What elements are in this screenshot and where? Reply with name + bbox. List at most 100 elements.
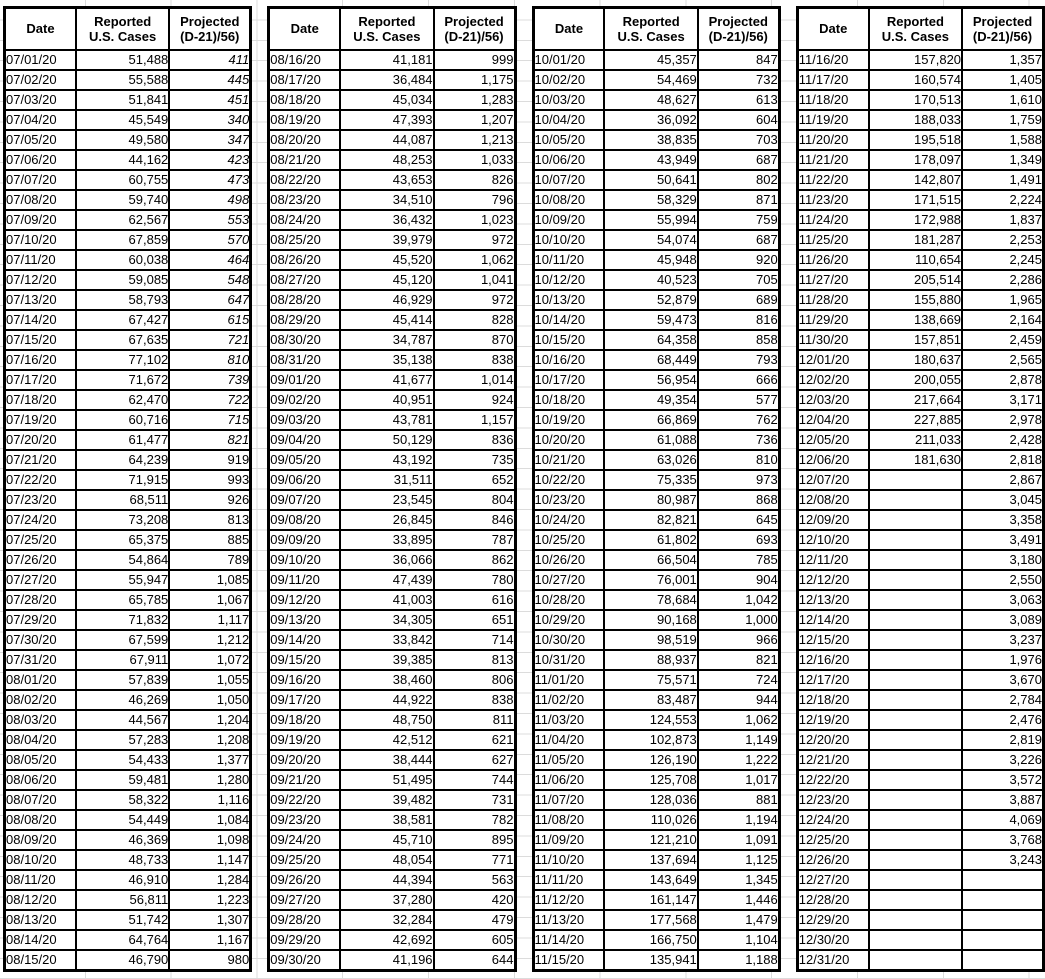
table-row: 09/15/20 39,385 813 — [267, 648, 517, 671]
date-cell: 12/09/20 — [796, 508, 870, 531]
reported-cases-cell: 51,841 — [74, 88, 171, 111]
reported-cases-cell: 54,433 — [74, 748, 171, 771]
projected-cell — [961, 868, 1045, 891]
table-row: 09/29/20 42,692 605 — [267, 928, 517, 951]
projected-cell: 3,045 — [961, 488, 1045, 511]
reported-cases-cell: 23,545 — [339, 488, 435, 511]
projected-cell: 613 — [696, 88, 781, 111]
date-cell: 10/22/20 — [531, 468, 606, 491]
date-cell: 08/17/20 — [267, 68, 342, 91]
table-row: 09/20/20 38,444 627 — [267, 748, 517, 771]
projected-cell: 789 — [168, 548, 252, 571]
date-cell: 10/06/20 — [531, 148, 606, 171]
reported-cases-cell: 34,305 — [339, 608, 435, 631]
projected-cell: 862 — [432, 548, 517, 571]
date-cell: 10/25/20 — [531, 528, 606, 551]
date-cell: 09/02/20 — [267, 388, 342, 411]
reported-cases-cell: 45,414 — [339, 308, 435, 331]
table-row: 11/24/20 172,988 1,837 — [796, 208, 1045, 231]
reported-cases-cell: 49,580 — [74, 128, 171, 151]
date-cell: 12/29/20 — [796, 908, 870, 931]
reported-cases-cell: 40,523 — [603, 268, 699, 291]
projected-cell: 3,491 — [961, 528, 1045, 551]
projected-cell — [961, 928, 1045, 951]
date-cell: 12/02/20 — [796, 368, 870, 391]
date-cell: 09/03/20 — [267, 408, 342, 431]
reported-cases-cell: 77,102 — [74, 348, 171, 371]
projected-cell: 926 — [168, 488, 252, 511]
reported-cases-cell: 46,790 — [74, 948, 171, 971]
date-cell: 12/21/20 — [796, 748, 870, 771]
projected-cell: 1,283 — [432, 88, 517, 111]
projected-cell: 806 — [432, 668, 517, 691]
reported-cases-cell: 75,571 — [603, 668, 699, 691]
projected-cell: 870 — [432, 328, 517, 351]
date-cell: 10/21/20 — [531, 448, 606, 471]
projected-cell: 652 — [432, 468, 517, 491]
reported-cases-cell: 46,910 — [74, 868, 171, 891]
column-header-projected: Projected (D-21)/56) — [961, 6, 1045, 51]
date-cell: 12/30/20 — [796, 928, 870, 951]
projected-cell: 705 — [696, 268, 781, 291]
date-cell: 11/14/20 — [531, 928, 606, 951]
table-row: 07/02/20 55,588 445 — [3, 68, 252, 91]
reported-cases-cell: 43,781 — [339, 408, 435, 431]
projected-cell: 3,358 — [961, 508, 1045, 531]
projected-cell: 347 — [168, 128, 252, 151]
projected-cell: 703 — [696, 128, 781, 151]
projected-cell: 1,204 — [168, 708, 252, 731]
column-header-reported-cases: Reported U.S. Cases — [74, 6, 171, 51]
date-cell: 07/30/20 — [3, 628, 77, 651]
table-row: 08/15/20 46,790 980 — [3, 948, 252, 971]
date-cell: 12/19/20 — [796, 708, 870, 731]
date-cell: 10/20/20 — [531, 428, 606, 451]
date-cell: 09/27/20 — [267, 888, 342, 911]
date-cell: 12/06/20 — [796, 448, 870, 471]
projected-cell: 1,149 — [696, 728, 781, 751]
date-cell: 08/15/20 — [3, 948, 77, 971]
projected-cell: 735 — [432, 448, 517, 471]
table-row: 07/07/20 60,755 473 — [3, 168, 252, 191]
reported-cases-cell: 128,036 — [603, 788, 699, 811]
reported-cases-cell — [867, 888, 964, 911]
reported-cases-cell: 39,979 — [339, 228, 435, 251]
reported-cases-cell: 75,335 — [603, 468, 699, 491]
table-row: 09/23/20 38,581 782 — [267, 808, 517, 831]
projected-cell: 1,023 — [432, 208, 517, 231]
reported-cases-cell: 48,750 — [339, 708, 435, 731]
table-row: 08/14/20 64,764 1,167 — [3, 928, 252, 951]
table-row: 10/08/20 58,329 871 — [531, 188, 781, 211]
table-row: 09/22/20 39,482 731 — [267, 788, 517, 811]
projected-cell: 780 — [432, 568, 517, 591]
table-row: 11/09/20 121,210 1,091 — [531, 828, 781, 851]
projected-cell: 721 — [168, 328, 252, 351]
date-cell: 11/11/20 — [531, 868, 606, 891]
date-cell: 09/12/20 — [267, 588, 342, 611]
date-cell: 11/02/20 — [531, 688, 606, 711]
projected-cell: 724 — [696, 668, 781, 691]
projected-cell: 804 — [432, 488, 517, 511]
table-row: 08/16/20 41,181 999 — [267, 48, 517, 71]
reported-cases-cell: 68,511 — [74, 488, 171, 511]
projected-cell: 1,222 — [696, 748, 781, 771]
reported-cases-cell: 63,026 — [603, 448, 699, 471]
projected-cell: 340 — [168, 108, 252, 131]
reported-cases-cell — [867, 748, 964, 771]
projected-cell: 722 — [168, 388, 252, 411]
table-row: 11/12/20 161,147 1,446 — [531, 888, 781, 911]
projected-cell: 464 — [168, 248, 252, 271]
reported-cases-cell: 54,074 — [603, 228, 699, 251]
reported-cases-cell — [867, 788, 964, 811]
reported-cases-cell: 38,460 — [339, 668, 435, 691]
projected-cell: 1,091 — [696, 828, 781, 851]
reported-cases-cell — [867, 868, 964, 891]
reported-cases-cell: 41,181 — [339, 48, 435, 71]
table-row: 08/30/20 34,787 870 — [267, 328, 517, 351]
projected-cell: 2,164 — [961, 308, 1045, 331]
table-row: 12/10/20 3,491 — [796, 528, 1045, 551]
table-row: 09/10/20 36,066 862 — [267, 548, 517, 571]
reported-cases-cell: 155,880 — [867, 288, 964, 311]
date-cell: 09/22/20 — [267, 788, 342, 811]
projected-cell: 1,014 — [432, 368, 517, 391]
projected-cell: 1,042 — [696, 588, 781, 611]
